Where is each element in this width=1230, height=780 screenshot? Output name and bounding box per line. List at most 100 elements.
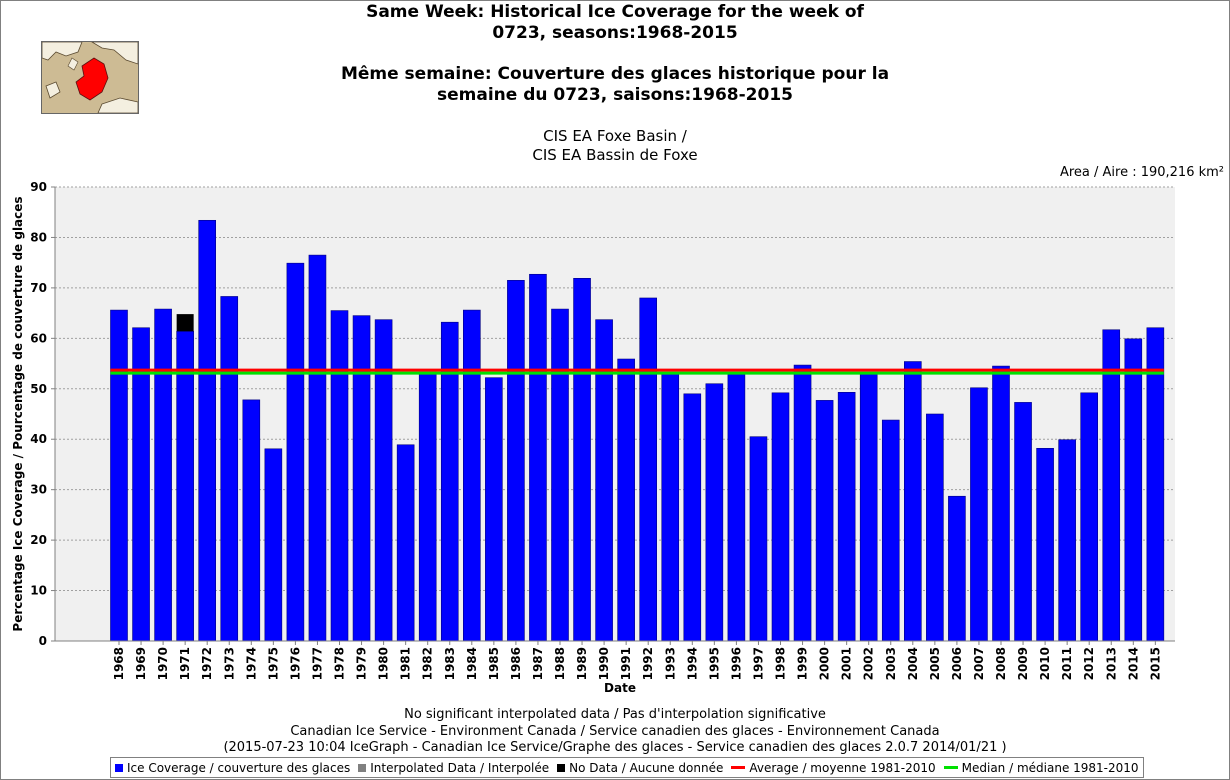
x-tick-label-2000: 2000	[818, 647, 832, 680]
bar-ice-2008	[992, 365, 1010, 642]
bar-ice-2009	[1014, 402, 1032, 642]
x-tick-label-2010: 2010	[1038, 647, 1052, 680]
x-tick-label-1979: 1979	[355, 647, 369, 680]
x-tick-label-1985: 1985	[487, 647, 501, 680]
title-fr-line1: Même semaine: Couverture des glaces hist…	[340, 64, 890, 84]
bar-ice-1995	[705, 383, 724, 642]
x-tick-label-1995: 1995	[707, 647, 721, 680]
x-tick-label-2013: 2013	[1104, 647, 1118, 680]
bar-ice-1975	[264, 448, 283, 642]
bar-ice-1999	[793, 364, 812, 642]
y-tick-label: 30	[30, 483, 47, 497]
bar-ice-1993	[661, 373, 680, 642]
y-tick-label: 20	[30, 533, 47, 547]
x-tick-label-2001: 2001	[840, 647, 854, 680]
x-tick-label-2008: 2008	[994, 647, 1008, 680]
bar-ice-2014	[1124, 338, 1143, 642]
x-tick-label-2004: 2004	[906, 647, 920, 680]
bar-ice-1994	[683, 393, 702, 642]
legend-label-interpolated: Interpolated Data / Interpolée	[370, 760, 550, 775]
x-tick-label-1998: 1998	[774, 647, 788, 680]
region-line1: CIS EA Foxe Basin /	[543, 127, 687, 145]
region-map-icon	[41, 41, 139, 114]
x-tick-label-1999: 1999	[796, 647, 810, 680]
x-tick-label-1993: 1993	[663, 647, 677, 680]
x-tick-label-1990: 1990	[597, 647, 611, 680]
legend-item-interpolated: Interpolated Data / Interpolée	[358, 761, 549, 775]
region-subtitle: CIS EA Foxe Basin / CIS EA Bassin de Fox…	[400, 127, 830, 165]
x-tick-label-1983: 1983	[443, 647, 457, 680]
y-tick-label: 40	[30, 432, 47, 446]
x-tick-label-1969: 1969	[134, 647, 148, 680]
bar-ice-2007	[970, 387, 988, 642]
x-tick-label-2003: 2003	[884, 647, 898, 680]
x-axis-label: Date	[604, 681, 636, 695]
bar-ice-1973	[220, 296, 239, 642]
bar-ice-1969	[132, 327, 150, 642]
x-tick-label-1971: 1971	[178, 647, 192, 680]
x-tick-label-1992: 1992	[641, 647, 655, 680]
bar-ice-1972	[198, 219, 216, 642]
bar-ice-2005	[926, 413, 944, 642]
legend-item-ice: Ice Coverage / couverture des glaces	[115, 761, 350, 775]
grid-lines	[55, 186, 1175, 592]
x-tick-label-2005: 2005	[928, 647, 942, 680]
x-tick-label-2002: 2002	[862, 647, 876, 680]
title-fr-line2: semaine du 0723, saisons:1968-2015	[436, 85, 793, 105]
bar-ice-2003	[881, 419, 900, 642]
bar-ice-1984	[462, 309, 481, 642]
x-tick-label-1989: 1989	[575, 647, 589, 680]
y-axis-label: Percentage Ice Coverage / Pourcentage de…	[11, 196, 25, 632]
bar-ice-1979	[352, 315, 371, 642]
x-tick-label-2014: 2014	[1126, 647, 1140, 680]
title-en-line2: 0723, seasons:1968-2015	[492, 23, 738, 43]
bar-ice-1968	[110, 309, 128, 642]
bar-chart: 0 10 20 30 40 50 60 70 80 90 1968 1969 1970 1971 1972…	[30, 180, 1175, 680]
bar-ice-1991	[617, 358, 635, 642]
bar-ice-2002	[859, 372, 878, 642]
x-tick-label-1975: 1975	[266, 647, 280, 680]
y-tick-label: 70	[30, 281, 47, 295]
legend-swatch-nodata	[557, 763, 566, 772]
x-tick-label-1972: 1972	[200, 647, 214, 680]
bar-ice-2000	[815, 400, 834, 642]
footer-line2: Canadian Ice Service - Environment Canad…	[290, 724, 940, 739]
x-tick-label-1987: 1987	[531, 647, 545, 680]
bar-ice-2015	[1146, 327, 1165, 642]
title-en-line1: Same Week: Historical Ice Coverage for t…	[366, 2, 864, 22]
bar-ice-1982	[418, 371, 437, 642]
y-tick-label: 60	[30, 331, 47, 345]
legend-swatch-median	[943, 766, 958, 769]
x-tick-label-1986: 1986	[509, 647, 523, 680]
bar-ice-2010	[1036, 448, 1054, 642]
x-tick-label-2007: 2007	[972, 647, 986, 680]
legend: Ice Coverage / couverture des glaces Int…	[110, 757, 1144, 778]
region-line2: CIS EA Bassin de Foxe	[532, 146, 698, 164]
x-tick-label-1976: 1976	[288, 647, 302, 680]
x-tick-label-1994: 1994	[685, 647, 699, 680]
bar-ice-1987	[529, 273, 547, 642]
legend-item-nodata: No Data / Aucune donnée	[557, 761, 723, 775]
bar-ice-2004	[903, 361, 922, 642]
footer-line3: (2015-07-23 10:04 IceGraph - Canadian Ic…	[223, 740, 1007, 755]
bar-ice-1976	[286, 262, 305, 642]
reference-lines	[110, 368, 1164, 375]
y-tick-label: 80	[30, 230, 47, 244]
bar-ice-1988	[551, 308, 569, 642]
bar-ice-1977	[308, 254, 327, 642]
x-tick-label-1991: 1991	[619, 647, 633, 680]
x-tick-label-2009: 2009	[1016, 647, 1030, 680]
area-label: Area / Aire : 190,216 km²	[1059, 165, 1224, 180]
bar-ice-1986	[507, 280, 525, 642]
x-tick-label-1970: 1970	[156, 647, 170, 680]
legend-swatch-interpolated	[358, 763, 367, 772]
y-tick-label: 10	[30, 584, 47, 598]
bar-ice-2006	[948, 495, 966, 642]
x-tick-label-1974: 1974	[244, 647, 258, 680]
bar-ice-1981	[396, 444, 415, 642]
legend-swatch-ice	[115, 763, 123, 772]
x-tick-label-1988: 1988	[553, 647, 567, 680]
bar-ice-2013	[1102, 329, 1121, 642]
legend-label-ice: Ice Coverage / couverture des glaces	[127, 760, 351, 775]
bar-ice-1998	[771, 392, 790, 642]
